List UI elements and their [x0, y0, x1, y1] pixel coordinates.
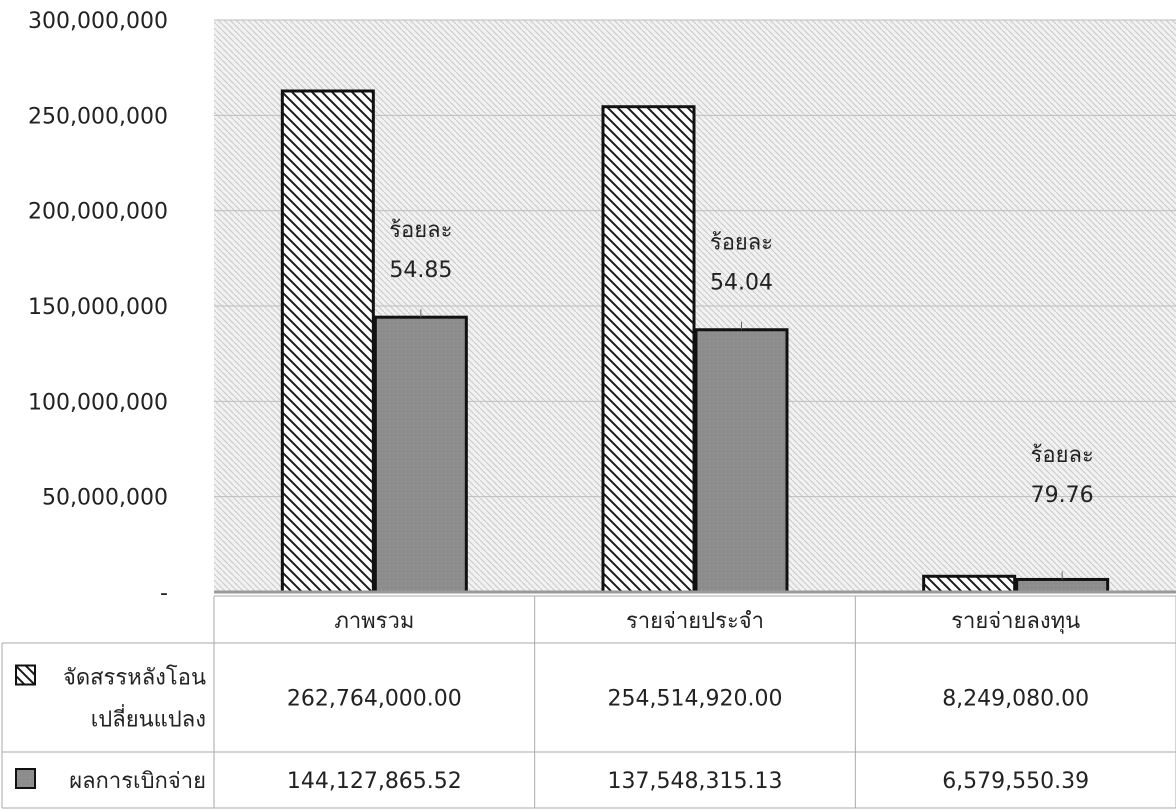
bars: [214, 89, 1176, 594]
legend-swatch-allocated: [15, 664, 36, 686]
y-tick-label: 150,000,000: [28, 295, 168, 320]
bar-allocated: [601, 105, 696, 594]
y-tick-label: 100,000,000: [28, 390, 168, 415]
annotation-label: ร้อยละ: [389, 218, 452, 243]
table-cell-value: 144,127,865.52: [287, 769, 462, 794]
annotation-value: 79.76: [1031, 483, 1094, 508]
x-category-label: รายจ่ายประจำ: [626, 609, 764, 634]
table-cell-value: 8,249,080.00: [942, 687, 1089, 712]
annotation-value: 54.04: [710, 271, 773, 296]
x-category-label: ภาพรวม: [334, 609, 414, 634]
table-cell-value: 262,764,000.00: [287, 687, 462, 712]
percent-annotations: ร้อยละ 54.85 ร้อยละ 54.04 ร้อยละ 79.76: [389, 218, 1094, 508]
x-category-label: รายจ่ายลงทุน: [951, 609, 1080, 634]
table-cell-value: 137,548,315.13: [608, 769, 783, 794]
bar-disbursed: [1015, 577, 1110, 594]
y-tick-label: 250,000,000: [28, 104, 168, 129]
bar-disbursed: [694, 328, 789, 594]
legend-swatch-disbursed: [15, 768, 36, 789]
data-table: ภาพรวม รายจ่ายประจำ รายจ่ายลงทุนจัดสรรหลัง…: [1, 595, 1176, 809]
annotation-value: 54.85: [389, 258, 452, 283]
annotation-label: ร้อยละ: [1031, 443, 1094, 468]
legend-label: เปลี่ยนแปลง: [91, 704, 206, 733]
bar-allocated: [280, 89, 375, 594]
legend-label: ผลการเบิกจ่าย: [69, 769, 206, 794]
y-tick-label: 50,000,000: [42, 486, 168, 511]
y-axis: - 50,000,000 100,000,000 150,000,000 200,000…: [28, 9, 168, 606]
bar-allocated: [922, 574, 1017, 594]
table-cell-value: 254,514,920.00: [608, 687, 783, 712]
bar-disbursed: [373, 315, 468, 594]
y-tick-label: -: [160, 581, 168, 606]
y-tick-label: 200,000,000: [28, 200, 168, 225]
annotation-label: ร้อยละ: [710, 231, 773, 256]
table-cell-value: 6,579,550.39: [942, 769, 1089, 794]
y-tick-label: 300,000,000: [28, 9, 168, 34]
legend-label: จัดสรรหลังโอน: [63, 665, 206, 691]
